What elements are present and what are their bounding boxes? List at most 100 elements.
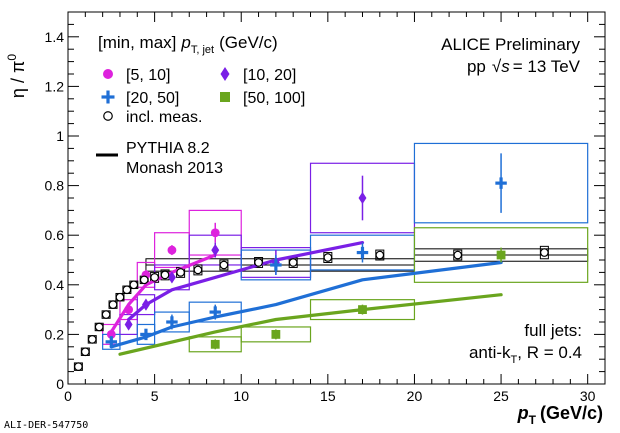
y-tick-label: 0.2 xyxy=(45,326,65,342)
legend-label-4: incl. meas. xyxy=(126,109,202,126)
legend-marker-3 xyxy=(220,92,230,102)
x-tick-label: 25 xyxy=(493,388,509,404)
series-4-point xyxy=(254,258,263,267)
y-tick-label: 1.4 xyxy=(45,29,65,45)
y-axis-title: η / π0 xyxy=(5,54,28,98)
legend-label-3: [50, 100] xyxy=(243,90,305,107)
series-0-point xyxy=(124,305,134,314)
legend-label-1: [10, 20] xyxy=(243,67,296,84)
cross-v xyxy=(360,246,365,259)
series-2-point xyxy=(140,328,152,341)
series-4-point xyxy=(115,292,125,302)
x-axis-title-unit: (GeV/c) xyxy=(540,403,603,423)
legend-label-0: [5, 10] xyxy=(126,67,170,84)
algo-sub: T xyxy=(511,354,518,366)
x-tick-label: 30 xyxy=(580,388,596,404)
legend-marker-1 xyxy=(220,67,230,81)
x-tick-label: 0 xyxy=(64,388,72,404)
series-4-point xyxy=(193,265,203,275)
series-1-point xyxy=(211,243,220,257)
series-3-sys-box xyxy=(188,336,242,353)
y-axis-title-main: η / π xyxy=(8,61,28,98)
series-4-point xyxy=(288,258,298,267)
axes: 0 5 10 15 20 25 30 0 0.2 0.4 0.6 0.8 1 1.2 1.4 xyxy=(45,11,606,404)
x-axis-title-sub: T xyxy=(529,413,537,427)
series-4-point xyxy=(139,275,149,285)
series-3-sys-box xyxy=(309,299,416,321)
series-4-point xyxy=(160,270,170,280)
series-3-model-line xyxy=(118,293,503,356)
series-3-point xyxy=(271,330,281,339)
x-tick-label: 15 xyxy=(320,388,336,404)
energy-var: s xyxy=(501,57,510,76)
selection-title: [min, max] pT, jet (GeV/c) xyxy=(98,33,278,56)
cross-v xyxy=(170,316,174,328)
series-2-point xyxy=(166,316,178,328)
selection-label: [min, max] xyxy=(98,33,176,52)
series-3-sys-box xyxy=(413,227,589,283)
series-3-point xyxy=(358,305,367,314)
series-4-point xyxy=(122,285,132,295)
series-4-point xyxy=(101,310,111,319)
algo-radius: , R = 0.4 xyxy=(517,343,582,362)
series-2-point xyxy=(270,259,282,271)
cross-v xyxy=(144,328,148,341)
series-4-point xyxy=(150,273,159,282)
x-tick-label: 10 xyxy=(233,388,249,404)
series-1-point xyxy=(124,318,133,331)
x-axis-title-main: p xyxy=(517,403,529,423)
series-4-point xyxy=(323,253,333,262)
series-2-point xyxy=(356,246,369,259)
cross-v xyxy=(106,90,110,104)
series-4-point xyxy=(108,300,118,309)
selection-unit: (GeV/c) xyxy=(219,33,278,52)
collision-label: pp √s = 13 TeV xyxy=(467,57,581,76)
legend-model-label-0: PYTHIA 8.2 xyxy=(126,140,210,157)
x-tick-label: 20 xyxy=(407,388,423,404)
series-2-sys-box xyxy=(413,142,589,224)
y-tick-label: 0.6 xyxy=(45,227,65,243)
series-4-point xyxy=(453,250,463,260)
system-label: pp xyxy=(467,57,486,76)
y-tick-label: 1 xyxy=(56,128,64,144)
y-tick-label: 0.4 xyxy=(45,277,65,293)
header-label: ALICE Preliminary xyxy=(441,35,580,54)
legend-marker-2 xyxy=(101,90,115,104)
series-2-point xyxy=(495,177,507,189)
series-1-model-line xyxy=(127,241,365,322)
series-3-point xyxy=(496,250,506,260)
series-1-point xyxy=(167,271,176,284)
series-3-point xyxy=(210,339,220,349)
legend-label-2: [20, 50] xyxy=(126,90,179,107)
cross-v xyxy=(274,259,278,271)
data-layer xyxy=(73,142,589,371)
cross-v xyxy=(109,336,113,348)
series-4-point xyxy=(87,335,97,344)
series-3-sys-box xyxy=(240,326,312,343)
y-tick-label: 0.8 xyxy=(45,178,65,194)
series-4-point xyxy=(94,322,104,332)
jets-label: full jets: xyxy=(524,321,582,340)
y-tick-label: 0 xyxy=(56,376,64,392)
x-tick-label: 5 xyxy=(151,388,159,404)
series-4-point xyxy=(80,347,90,357)
series-0-point xyxy=(167,245,177,255)
series-2-point xyxy=(105,336,118,348)
series-4-point xyxy=(375,250,385,260)
series-4-point xyxy=(176,268,185,277)
energy-label: = 13 TeV xyxy=(513,57,581,76)
y-tick-label: 1.2 xyxy=(45,78,65,94)
x-axis-title: pT (GeV/c) xyxy=(517,403,603,427)
legend-marker-0 xyxy=(103,69,113,79)
series-0-model-line xyxy=(109,253,217,334)
cross-v xyxy=(213,306,217,318)
series-4-point xyxy=(540,248,549,257)
footer-id: ALI-DER-547750 xyxy=(4,420,88,431)
series-0-point xyxy=(210,228,220,238)
legend-model-label-1: Monash 2013 xyxy=(126,160,223,177)
y-axis-title-sup: 0 xyxy=(5,54,19,61)
algo-label: anti-kT, R = 0.4 xyxy=(469,343,582,366)
series-4-point xyxy=(129,280,139,290)
series-1-point xyxy=(141,298,150,311)
